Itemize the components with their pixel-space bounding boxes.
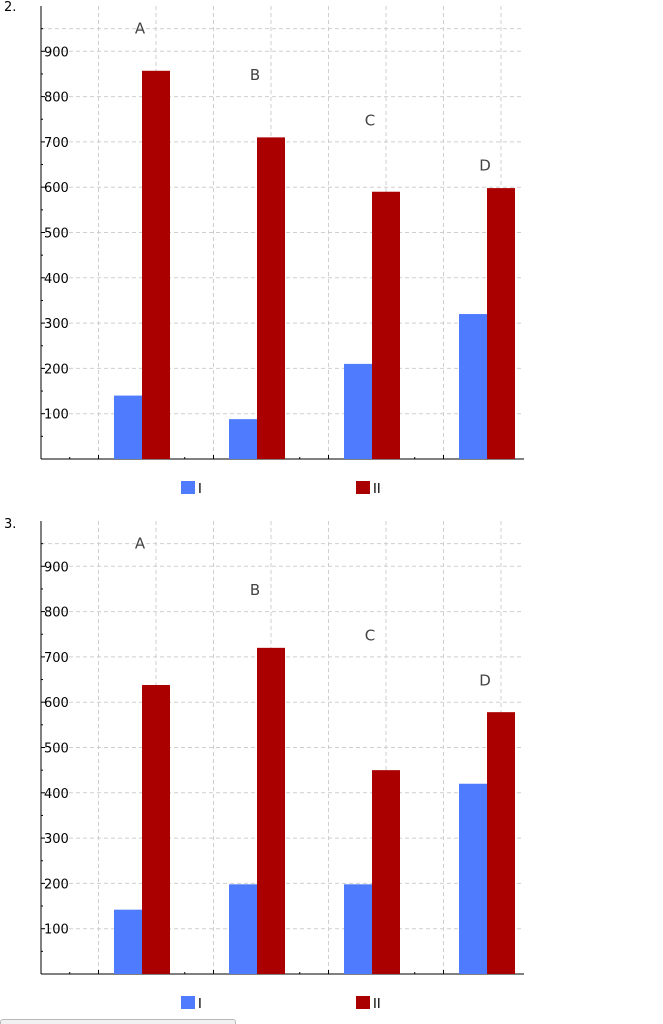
bar-series-II (257, 137, 285, 459)
y-tick-label: 500 (44, 227, 69, 242)
y-tick-label: 900 (44, 45, 69, 60)
item-number-3: 3. (4, 517, 17, 532)
y-tick-label: 200 (44, 362, 69, 377)
bar-series-II (142, 70, 170, 460)
y-tick-label: 100 (44, 923, 69, 938)
y-tick-label: 200 (44, 877, 69, 892)
y-tick-label: 400 (44, 272, 69, 287)
y-tick-label: 300 (44, 832, 69, 847)
category-label: A (135, 535, 146, 553)
item-number-2: 2. (4, 0, 17, 15)
bar-series-II (142, 684, 170, 974)
y-tick-label: 600 (44, 181, 69, 196)
category-label: D (479, 672, 491, 690)
y-tick-label: 700 (44, 136, 69, 151)
legend-swatch (181, 481, 195, 494)
bar-series-II (487, 712, 515, 974)
y-tick-label: 900 (44, 560, 69, 575)
bar-series-I (229, 419, 257, 459)
legend-label: I (198, 482, 202, 497)
category-label: A (135, 20, 146, 38)
category-label: C (365, 111, 375, 129)
bar-series-I (114, 909, 142, 974)
legend-swatch (356, 996, 370, 1009)
legend-label: II (373, 482, 381, 497)
chart-2-block: 2. 100 200 300 400 500 600 700 800 900 A B C D I II (0, 0, 663, 510)
legend-swatch (356, 481, 370, 494)
category-label: C (365, 626, 375, 644)
category-label: B (250, 66, 260, 84)
y-tick-label: 700 (44, 651, 69, 666)
legend-label: I (198, 997, 202, 1012)
bar-series-I (114, 395, 142, 459)
bar-series-II (372, 191, 400, 460)
bar-series-I (459, 783, 487, 974)
bar-series-II (487, 188, 515, 459)
category-label: D (479, 157, 491, 175)
y-tick-label: 300 (44, 317, 69, 332)
category-label: B (250, 581, 260, 599)
bar-series-II (257, 647, 285, 974)
legend-label: II (373, 997, 381, 1012)
bar-series-II (372, 770, 400, 974)
y-tick-label: 100 (44, 408, 69, 423)
y-tick-label: 500 (44, 742, 69, 757)
y-tick-label: 800 (44, 91, 69, 106)
y-tick-label: 800 (44, 606, 69, 621)
legend-swatch (181, 996, 195, 1009)
bottom-scrollbar[interactable] (0, 1019, 236, 1024)
bar-series-I (459, 314, 487, 459)
bar-series-I (229, 884, 257, 974)
y-tick-label: 400 (44, 787, 69, 802)
bar-series-I (344, 884, 372, 974)
y-tick-label: 600 (44, 696, 69, 711)
chart-3-block: 3. 100 200 300 400 500 600 700 800 900 A B C D I II (0, 515, 663, 1020)
bar-series-I (344, 363, 372, 459)
